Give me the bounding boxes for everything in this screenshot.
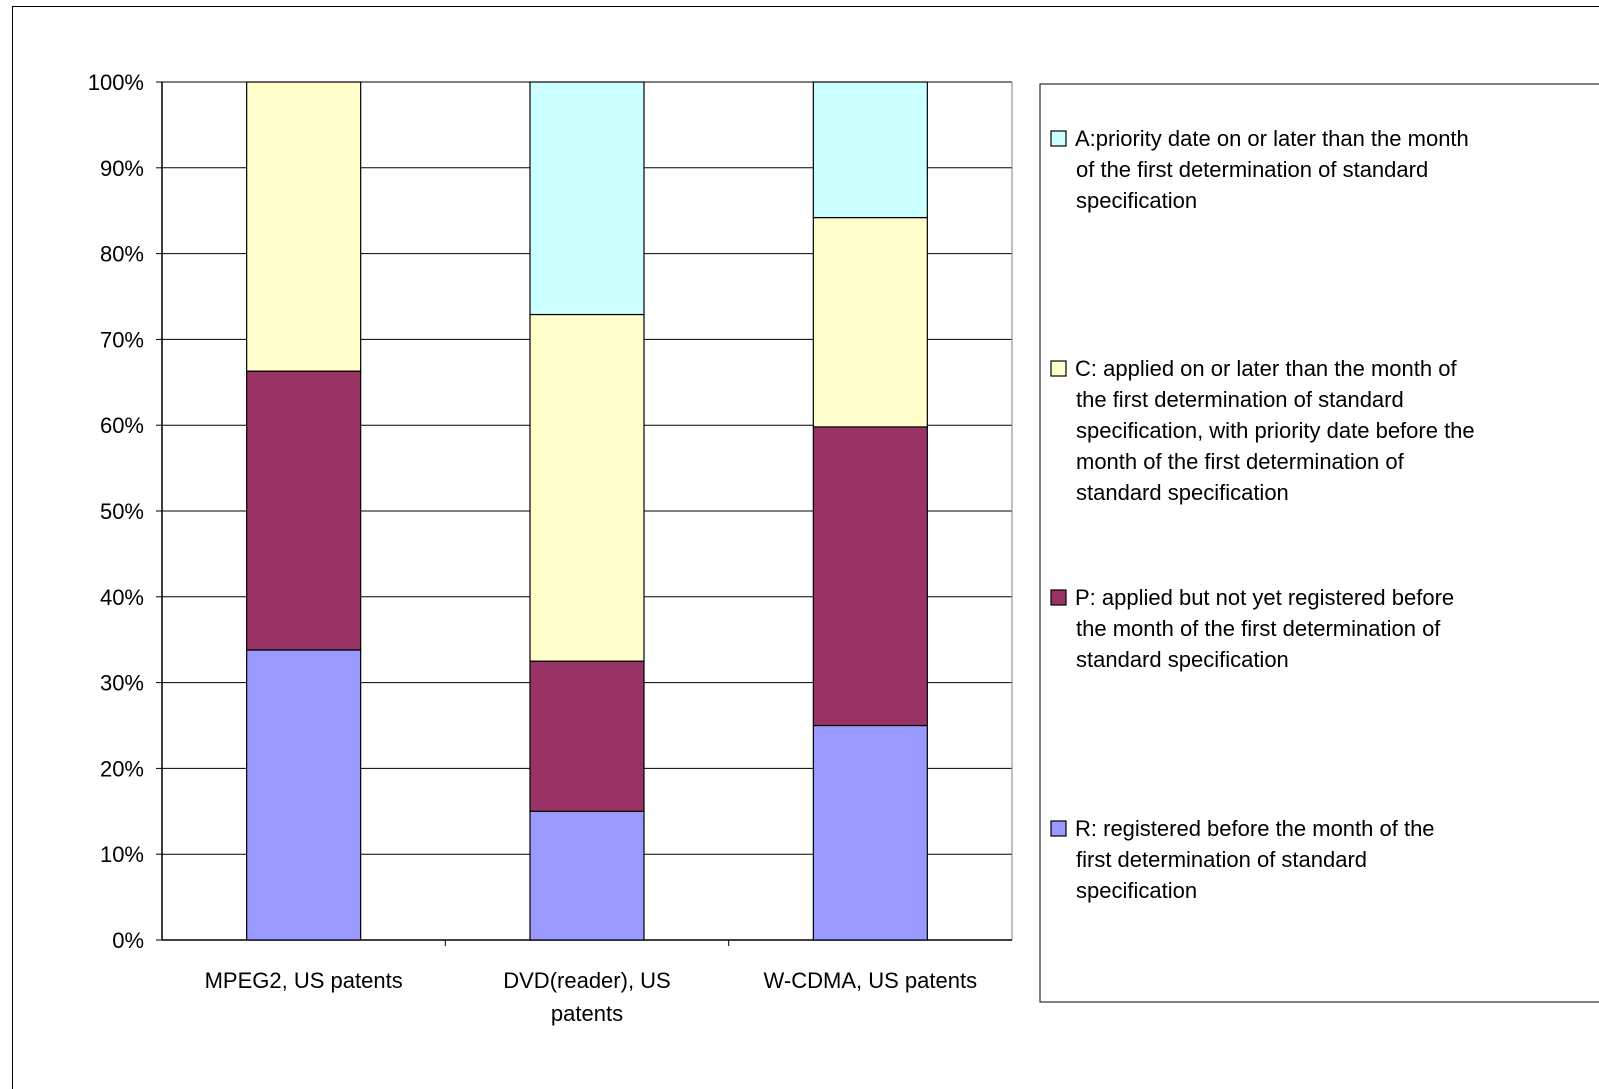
bar-segment-4-cat-3	[812, 81, 928, 219]
bar-segment-1-cat-1	[246, 649, 362, 941]
legend-label: A:priority date on or later than the mon…	[1075, 126, 1469, 151]
legend-label: R: registered before the month of the	[1075, 816, 1435, 841]
legend-swatch	[1050, 589, 1067, 606]
bar-segment-1-cat-3	[812, 724, 928, 941]
legend-label: standard specification	[1076, 480, 1289, 505]
legend-label: first determination of standard	[1076, 847, 1367, 872]
bar-segment-2-cat-1	[246, 370, 362, 651]
legend-label: C: applied on or later than the month of	[1075, 356, 1457, 381]
y-tick-label: 10%	[100, 842, 144, 867]
x-category-label: W-CDMA, US patents	[764, 968, 978, 993]
legend-label: specification	[1076, 188, 1197, 213]
y-tick-label: 50%	[100, 499, 144, 524]
bar-segment-2-cat-3	[812, 426, 928, 727]
bar-segment-1-cat-2	[529, 810, 645, 941]
legend-swatch	[1050, 130, 1067, 147]
bar-segment-3-cat-1	[246, 81, 362, 372]
y-tick-label: 70%	[100, 327, 144, 352]
bar-segment-4-cat-2	[529, 81, 645, 316]
y-tick-label: 60%	[100, 413, 144, 438]
y-tick-label: 0%	[112, 928, 144, 953]
legend-label: of the first determination of standard	[1076, 157, 1428, 182]
legend-swatch	[1050, 820, 1067, 837]
bar-segment-3-cat-3	[812, 216, 928, 428]
x-category-label: MPEG2, US patents	[205, 968, 403, 993]
y-tick-label: 90%	[100, 156, 144, 181]
legend-label: specification, with priority date before…	[1076, 418, 1475, 443]
legend: A:priority date on or later than the mon…	[1039, 83, 1599, 1003]
bar-segment-3-cat-2	[529, 313, 645, 662]
legend-label: the first determination of standard	[1076, 387, 1404, 412]
y-tick-label: 100%	[88, 70, 144, 95]
bar-segment-2-cat-2	[529, 660, 645, 812]
legend-label: specification	[1076, 878, 1197, 903]
y-tick-label: 40%	[100, 585, 144, 610]
y-tick-label: 30%	[100, 671, 144, 696]
legend-box	[1039, 83, 1599, 1003]
x-category-label: DVD(reader), US	[503, 968, 670, 993]
legend-label: standard specification	[1076, 647, 1289, 672]
plot-area: 0% 10% 20% 30% 40% 50% 60% 70% 80% 90% 100% MPEG2, …	[88, 70, 1013, 1026]
legend-label: P: applied but not yet registered before	[1075, 585, 1454, 610]
legend-swatch	[1050, 360, 1067, 377]
y-tick-label: 20%	[100, 756, 144, 781]
legend-label: month of the first determination of	[1076, 449, 1405, 474]
legend-label: the month of the first determination of	[1076, 616, 1441, 641]
x-category-label: patents	[551, 1001, 623, 1026]
y-tick-label: 80%	[100, 242, 144, 267]
